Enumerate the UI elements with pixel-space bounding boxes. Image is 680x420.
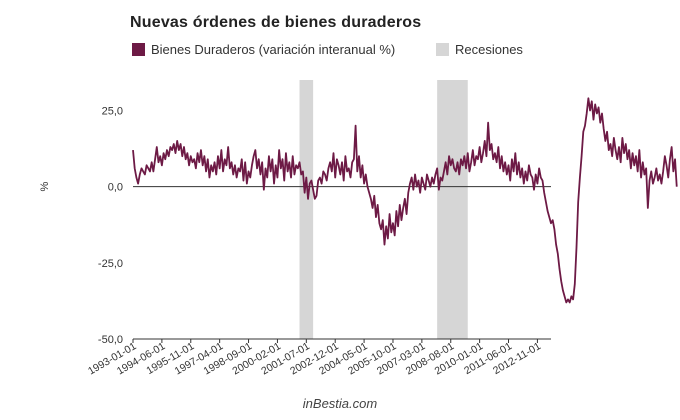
source-watermark: inBestia.com [302, 396, 378, 411]
series-line-0 [132, 97, 678, 304]
legend-swatch-recessions [436, 43, 449, 56]
y-tick-label-2: -25,0 [98, 258, 123, 270]
y-axis-label: % [39, 182, 51, 192]
y-tick-label-0: 25,0 [102, 105, 123, 117]
legend-swatch-series [132, 43, 145, 56]
legend-label-series: Bienes Duraderos (variación interanual %… [151, 42, 396, 57]
chart-title: Nuevas órdenes de bienes duraderos [130, 14, 422, 31]
recession-band-0 [299, 80, 314, 339]
recession-band-1 [437, 80, 468, 339]
legend-item-recessions: Recesiones [436, 42, 523, 57]
y-tick-label-3: -50,0 [98, 334, 123, 346]
y-tick-label-1: 0,0 [108, 182, 123, 194]
legend-label-recessions: Recesiones [455, 42, 523, 57]
legend-item-series: Bienes Duraderos (variación interanual %… [132, 42, 395, 57]
